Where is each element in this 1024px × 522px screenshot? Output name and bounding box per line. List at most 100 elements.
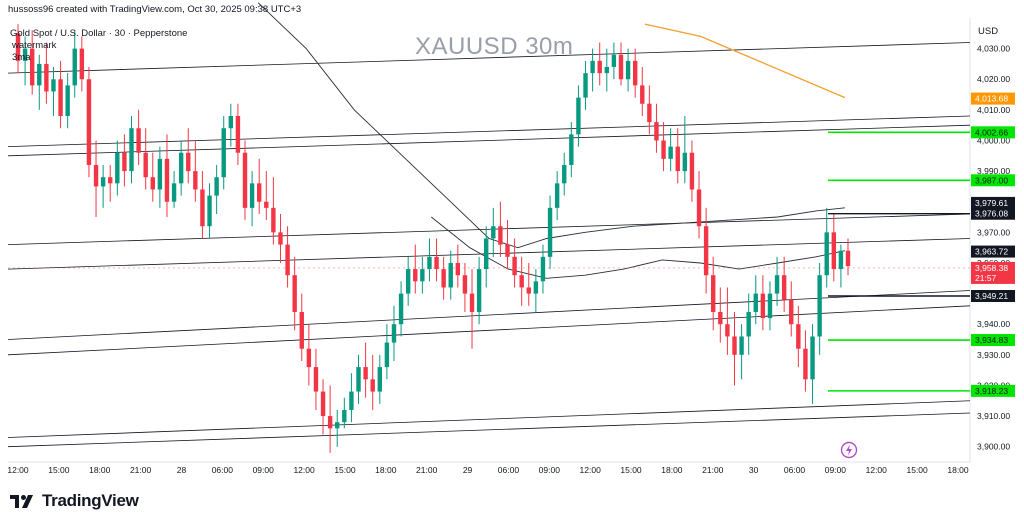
tradingview-logo[interactable]: TradingView [10,490,139,512]
candle-body [44,63,49,92]
y-tick-label: 3,910.00 [977,411,1010,421]
candle-body [405,269,411,294]
candle-body [256,183,262,202]
candle-body [696,189,702,227]
symbol-info[interactable]: Gold Spot / U.S. Dollar · 30 · Peppersto… [10,28,188,39]
x-tick-label: 21:00 [702,465,724,475]
candle-body [306,348,312,368]
candle-body [718,311,723,325]
candle-body [100,177,106,187]
candle-body [448,262,453,288]
candle-body [789,299,794,325]
candle-body [625,60,631,80]
candle-body [526,287,531,294]
candle-body [668,146,673,159]
logo-text: TradingView [42,491,139,510]
candle-body [299,311,304,349]
lightning-icon[interactable] [840,441,858,459]
level-label-box [971,334,1015,347]
candle-body [434,256,439,270]
candle-body [476,269,482,312]
candle-body [108,177,113,184]
candle-body [618,54,624,80]
indicator-label[interactable]: 3ma [12,52,31,63]
candle-body [540,256,546,282]
candle-body [533,281,539,294]
currency-label[interactable]: USD [978,26,999,37]
candle-body [562,164,567,184]
candle-body [547,207,553,257]
candle-body [200,189,205,227]
price-countdown-label: 21:57 [975,273,997,283]
candle-body [356,367,361,392]
candle-body [22,48,28,61]
candle-body [37,63,42,86]
watermark-label: watermark [12,40,57,51]
candle-body [569,134,574,165]
x-tick-label: 06:00 [498,465,520,475]
x-tick-label: 06:00 [212,465,234,475]
candle-body [746,311,751,337]
candle-body [817,275,822,337]
candle-body [583,73,588,98]
candle-body [86,79,92,165]
candle-body [781,275,787,300]
y-tick-label: 3,900.00 [977,442,1010,452]
candle-body [732,336,737,355]
trend-line [7,400,971,438]
candle-body [838,250,844,270]
level-label: 3,976.08 [975,209,1008,219]
candle-body [335,422,340,429]
candle-body [65,85,70,116]
price-label-box [971,92,1015,105]
candle-body [193,171,198,190]
x-tick-label: 12:00 [580,465,602,475]
candle-body [79,48,85,80]
candle-body [349,391,354,410]
x-tick-label: 09:00 [825,465,847,475]
candle-body [164,158,170,202]
candle-body [675,146,680,172]
candle-body [15,33,21,61]
candle-body [647,103,652,123]
trend-line [7,115,971,148]
candle-body [554,183,560,208]
candle-body [725,324,730,337]
candle-body [391,324,397,343]
candle-body [292,275,297,312]
price-label: 3,979.61 [975,198,1008,208]
y-tick-label: 4,030.00 [977,44,1010,54]
candle-body [455,262,461,276]
candle-body [632,60,638,86]
candle-body [157,158,163,190]
candle-body [760,293,766,319]
candle-body [796,324,801,349]
level-label: 3,949.21 [975,291,1008,301]
trend-line [7,305,971,356]
candle-body [171,183,177,202]
x-tick-label: 15:00 [48,465,70,475]
candle-body [824,232,829,276]
x-tick-label: 12:00 [866,465,888,475]
level-label-box [971,290,1015,303]
candle-body [370,379,375,392]
trend-line [7,290,971,340]
trend-line [7,42,971,74]
candle-body [207,195,212,227]
candle-body [264,201,269,208]
candle-body [845,250,851,267]
level-label: 4,002.66 [975,127,1008,137]
candle-body [661,140,666,159]
candle-body [462,275,468,294]
candle-body [115,152,120,184]
candle-body [178,152,184,184]
price-label: 4,013.68 [975,94,1008,104]
candle-body [576,97,581,135]
candle-body [186,152,191,172]
x-tick-label: 18:00 [89,465,111,475]
level-label: 3,987.00 [975,175,1008,185]
candle-body [377,367,382,392]
candle-body [767,293,773,319]
